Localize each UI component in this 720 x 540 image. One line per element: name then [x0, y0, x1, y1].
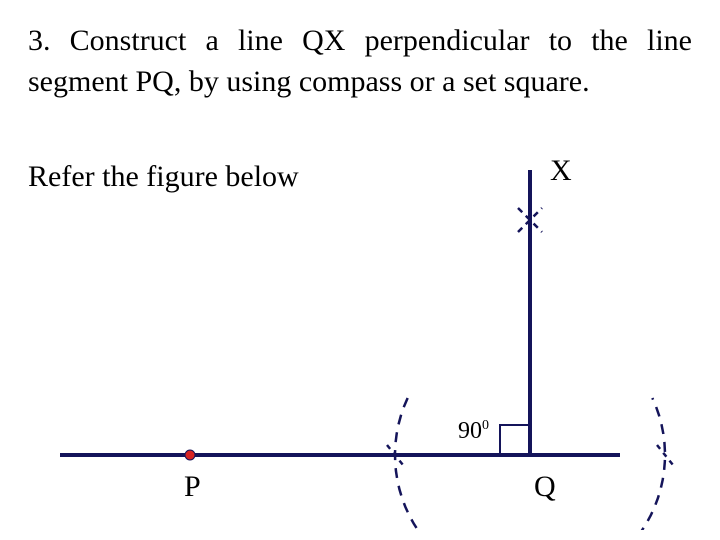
label-X: X	[550, 154, 572, 188]
angle-value: 90	[458, 418, 482, 444]
question-number: 3.	[28, 24, 51, 57]
right-angle-box	[500, 425, 530, 455]
label-angle: 900	[458, 418, 489, 445]
label-P: P	[184, 470, 201, 504]
figure-svg	[60, 150, 700, 530]
page: 3. Construct a line QX perpendicular to …	[0, 0, 720, 540]
question-body: Construct a line QX perpendicular to the…	[28, 24, 692, 98]
point-P	[185, 450, 195, 460]
angle-exp: 0	[482, 418, 489, 433]
construction-figure: X P Q 900	[60, 150, 700, 530]
label-Q: Q	[534, 470, 556, 504]
question-text: 3. Construct a line QX perpendicular to …	[28, 20, 692, 103]
